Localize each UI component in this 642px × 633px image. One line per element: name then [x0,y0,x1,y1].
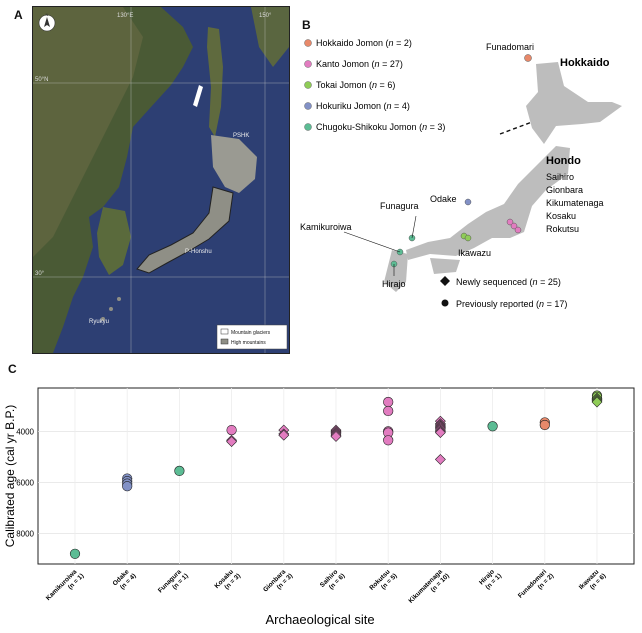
legend-swatch-glaciers [220,328,229,335]
label-saihiro: Saihiro [546,172,574,182]
label-gionbara: Gionbara [546,185,583,195]
site-marker-odake [464,198,472,206]
glacier [193,85,203,107]
data-point-circle [122,481,133,492]
age-chart: 4000 6000 8000 Kamikuroiwa (n = 1) Odake (n =… [0,362,642,628]
korean-peninsula [97,207,131,275]
group-swatch [304,60,312,68]
label-funagura: Funagura [380,201,419,211]
label-hondo: Hondo [546,155,581,167]
y-tick-label: 8000 [16,529,34,538]
legend-newly-sequenced: Newly sequenced (n = 25) [456,277,561,287]
mainland-relief [33,7,143,257]
lat-label-30: 30° [35,271,45,277]
data-point-circle [383,405,394,417]
group-legend-item: Tokai Jomon (n = 6) [316,80,395,90]
y-tick-label: 6000 [16,478,34,487]
legend-diamond-icon [440,276,450,286]
site-marker-funadomari [524,54,532,62]
site-marker-kanto [506,218,522,234]
group-swatch [304,39,312,47]
compass-n: N [46,12,49,17]
data-point-circle [174,465,185,476]
legend-swatch-mountains [220,338,229,345]
data-point-diamond [591,396,603,408]
label-hirajo: Hirajo [382,279,406,289]
label-pshk: PSHK [233,133,249,139]
y-axis-label: Calibrated age (cal yr B.P.) [3,405,17,548]
label-odake: Odake [430,194,457,204]
panel-c-letter: C [8,362,17,376]
data-point-diamond [330,431,342,442]
data-point-diamond [278,429,290,441]
group-swatch [304,81,312,89]
label-ryukyu: Ryukyu [89,319,109,325]
data-point-circle [226,424,237,436]
pshk-landmass [211,135,257,193]
p-honshu-landmass [136,186,234,274]
data-point-circle [69,548,81,559]
data-point-diamond [226,436,238,447]
lon-label-150: 150° [259,13,272,19]
data-point-circle [383,435,394,446]
legend-mountains: High mountains [231,340,266,346]
data-point-circle [487,421,498,432]
y-tick-labels: 4000 6000 8000 [16,427,34,538]
data-points [69,390,603,559]
x-axis-label: Archaeological site [265,612,374,627]
shikoku-island [430,258,460,274]
panel-a-letter: A [14,8,23,22]
ryukyu-island [109,307,113,311]
map-a-svg: N 130°E 150° 50°N 30° PSHK P-Honshu Ryuk… [33,7,289,353]
legend-glaciers: Mountain glaciers [231,330,271,336]
sample-map: Hokkaido Jomon (n = 2) Kanto Jomon (n = 2… [300,6,636,352]
leader-kamikuroiwa [343,231,401,253]
kyushu-island [384,250,408,292]
legend-previously-reported: Previously reported (n = 17) [456,299,567,309]
ryukyu-island [101,317,105,321]
hokkaido-island [526,62,622,144]
ryukyu-island [117,297,121,301]
lon-label-130: 130°E [117,13,133,19]
group-legend-item: Kanto Jomon (n = 27) [316,59,403,69]
group-legend-item: Chugoku-Shikoku Jomon (n = 3) [316,122,445,132]
label-kikumatenaga: Kikumatenaga [546,198,604,208]
group-swatch [304,123,312,131]
site-marker-ikawazu [460,232,472,242]
sakhalin [207,27,223,137]
map-legend [216,324,288,350]
north-arrow-icon [44,17,50,27]
label-rokutsu: Rokutsu [546,224,579,234]
label-funadomari: Funadomari [486,42,534,52]
data-point-circle [383,396,394,408]
group-swatch [304,102,312,110]
label-kosaku: Kosaku [546,211,576,221]
group-legend-item: Hokuriku Jomon (n = 4) [316,101,410,111]
hokkaido-hondo-boundary [499,121,533,135]
panel-b-letter: B [302,18,311,32]
label-p-honshu: P-Honshu [185,249,212,255]
x-tick-labels: Kamikuroiwa(n = 1) Odake(n = 4) Funagura(n… [45,568,608,605]
label-ikawazu: Ikawazu [458,248,491,258]
data-point-circle [539,419,550,431]
lat-label-50: 50°N [35,77,48,83]
label-kamikuroiwa: Kamikuroiwa [300,222,352,232]
map-b-svg: Hokkaido Jomon (n = 2) Kanto Jomon (n = 2… [300,38,622,309]
kamchatka [251,7,289,67]
legend-circle-icon [441,299,449,307]
age-chart-svg: 4000 6000 8000 Kamikuroiwa(n = 1) Odake(n =… [3,387,635,627]
group-legend-item: Hokkaido Jomon (n = 2) [316,38,412,48]
data-point-diamond [434,427,446,439]
group-legend: Hokkaido Jomon (n = 2) Kanto Jomon (n = 2… [304,38,445,132]
data-point-diamond [434,453,446,465]
leader-funagura [411,215,417,239]
y-tick-label: 4000 [16,427,34,436]
topographic-map: N 130°E 150° 50°N 30° PSHK P-Honshu Ryuk… [32,6,290,354]
label-hokkaido: Hokkaido [560,57,610,69]
honshu-island [406,146,570,260]
